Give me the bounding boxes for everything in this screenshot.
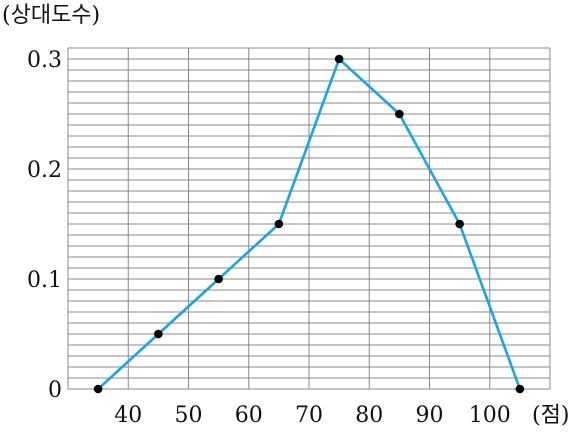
x-axis-label: (점) (532, 403, 569, 428)
data-point (334, 54, 344, 64)
data-point (214, 274, 223, 284)
tick-labels: 40 50 60 70 80 90 100 0 0.1 0.2 0.3 (27, 48, 511, 428)
x-tick-label: 40 (114, 403, 142, 428)
x-tick-label: 50 (175, 403, 203, 428)
data-point (515, 384, 525, 394)
x-tick-label: 80 (355, 403, 383, 428)
chart-grid (67, 47, 551, 390)
data-point (395, 109, 404, 119)
series-group (93, 54, 525, 394)
data-point (455, 219, 464, 229)
x-tick-label: 70 (295, 403, 323, 428)
data-point (93, 384, 103, 394)
y-tick-label: 0.2 (27, 158, 62, 183)
data-point (154, 329, 163, 339)
y-tick-label: 0 (48, 378, 62, 403)
y-axis-label: (상대도수) (2, 3, 100, 28)
y-tick-label: 0.3 (27, 48, 62, 73)
x-tick-label: 60 (235, 403, 263, 428)
series-line (97, 56, 522, 390)
y-tick-label: 0.1 (27, 268, 62, 293)
x-tick-label: 100 (469, 403, 511, 428)
data-point (274, 219, 284, 229)
x-tick-label: 90 (416, 403, 444, 428)
